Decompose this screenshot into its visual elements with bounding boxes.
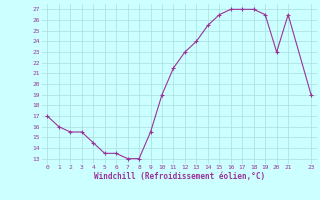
X-axis label: Windchill (Refroidissement éolien,°C): Windchill (Refroidissement éolien,°C): [94, 172, 265, 181]
